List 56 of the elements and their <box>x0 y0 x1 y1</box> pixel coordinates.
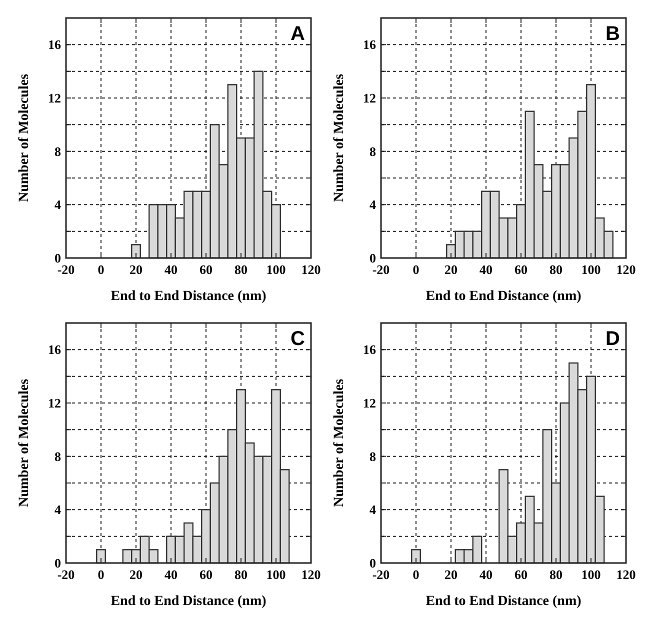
x-tick-label: 100 <box>266 262 286 277</box>
x-tick-label: 0 <box>412 567 420 582</box>
x-tick-label: 60 <box>514 262 528 277</box>
x-axis-title: End to End Distance (nm) <box>110 594 267 609</box>
y-tick-label: 4 <box>370 502 376 518</box>
x-tick-label: 0 <box>412 262 420 277</box>
annotation: A <box>290 23 305 45</box>
x-tick-label: 60 <box>200 262 212 277</box>
x-tick-label: 0 <box>98 262 104 277</box>
x-tick-label: 80 <box>234 262 248 277</box>
x-tick-label: 80 <box>550 262 562 277</box>
y-tick-label: 8 <box>370 144 376 159</box>
x-tick-label: 20 <box>444 262 458 277</box>
y-tick-label: 4 <box>370 197 376 212</box>
y-tick-label: 8 <box>370 448 376 464</box>
annotation: B <box>606 23 620 45</box>
y-tick-label: 12 <box>363 90 376 106</box>
x-tick-label: 120 <box>301 567 321 582</box>
y-axis-title: Number of Molecules <box>17 73 32 202</box>
x-tick-label: 40 <box>480 567 492 582</box>
y-tick-label: 8 <box>54 144 62 159</box>
y-axis-title: Number of Molecules <box>17 378 32 508</box>
x-tick-label: 120 <box>616 567 636 582</box>
x-tick-label: 40 <box>164 262 178 277</box>
x-tick-label: 0 <box>98 567 104 582</box>
x-tick-label: 80 <box>234 567 248 582</box>
y-tick-label: 4 <box>54 197 62 212</box>
x-axis-title: End to End Distance (nm) <box>110 289 267 304</box>
x-tick-label: 120 <box>616 262 636 277</box>
x-tick-label: 120 <box>301 262 321 277</box>
x-tick-label: 100 <box>581 567 601 582</box>
x-tick-label: 100 <box>581 262 601 277</box>
y-tick-label: 16 <box>48 342 62 358</box>
x-tick-label: 80 <box>550 567 562 582</box>
y-axis-title: Number of Molecules <box>332 73 347 202</box>
x-axis-title: End to End Distance (nm) <box>426 594 582 609</box>
y-tick-label: 16 <box>363 342 376 358</box>
x-axis-title: End to End Distance (nm) <box>426 289 582 304</box>
annotation: C <box>290 328 305 350</box>
x-tick-label: 20 <box>444 567 458 582</box>
x-tick-label: 40 <box>480 262 492 277</box>
x-tick-label: 60 <box>514 567 528 582</box>
y-tick-label: 12 <box>48 396 61 411</box>
y-tick-label: 12 <box>363 396 376 411</box>
x-tick-label: 60 <box>200 567 212 582</box>
y-tick-label: 16 <box>48 37 62 52</box>
y-tick-label: 12 <box>48 90 61 106</box>
y-tick-label: 8 <box>54 448 62 464</box>
y-tick-label: 4 <box>54 502 62 518</box>
y-axis-title: Number of Molecules <box>332 378 347 508</box>
y-tick-label: 16 <box>363 37 376 52</box>
x-tick-label: 20 <box>130 567 142 582</box>
x-tick-label: 40 <box>164 567 178 582</box>
x-tick-label: 20 <box>130 262 142 277</box>
annotation: D <box>606 328 620 350</box>
x-tick-label: 100 <box>266 567 286 582</box>
